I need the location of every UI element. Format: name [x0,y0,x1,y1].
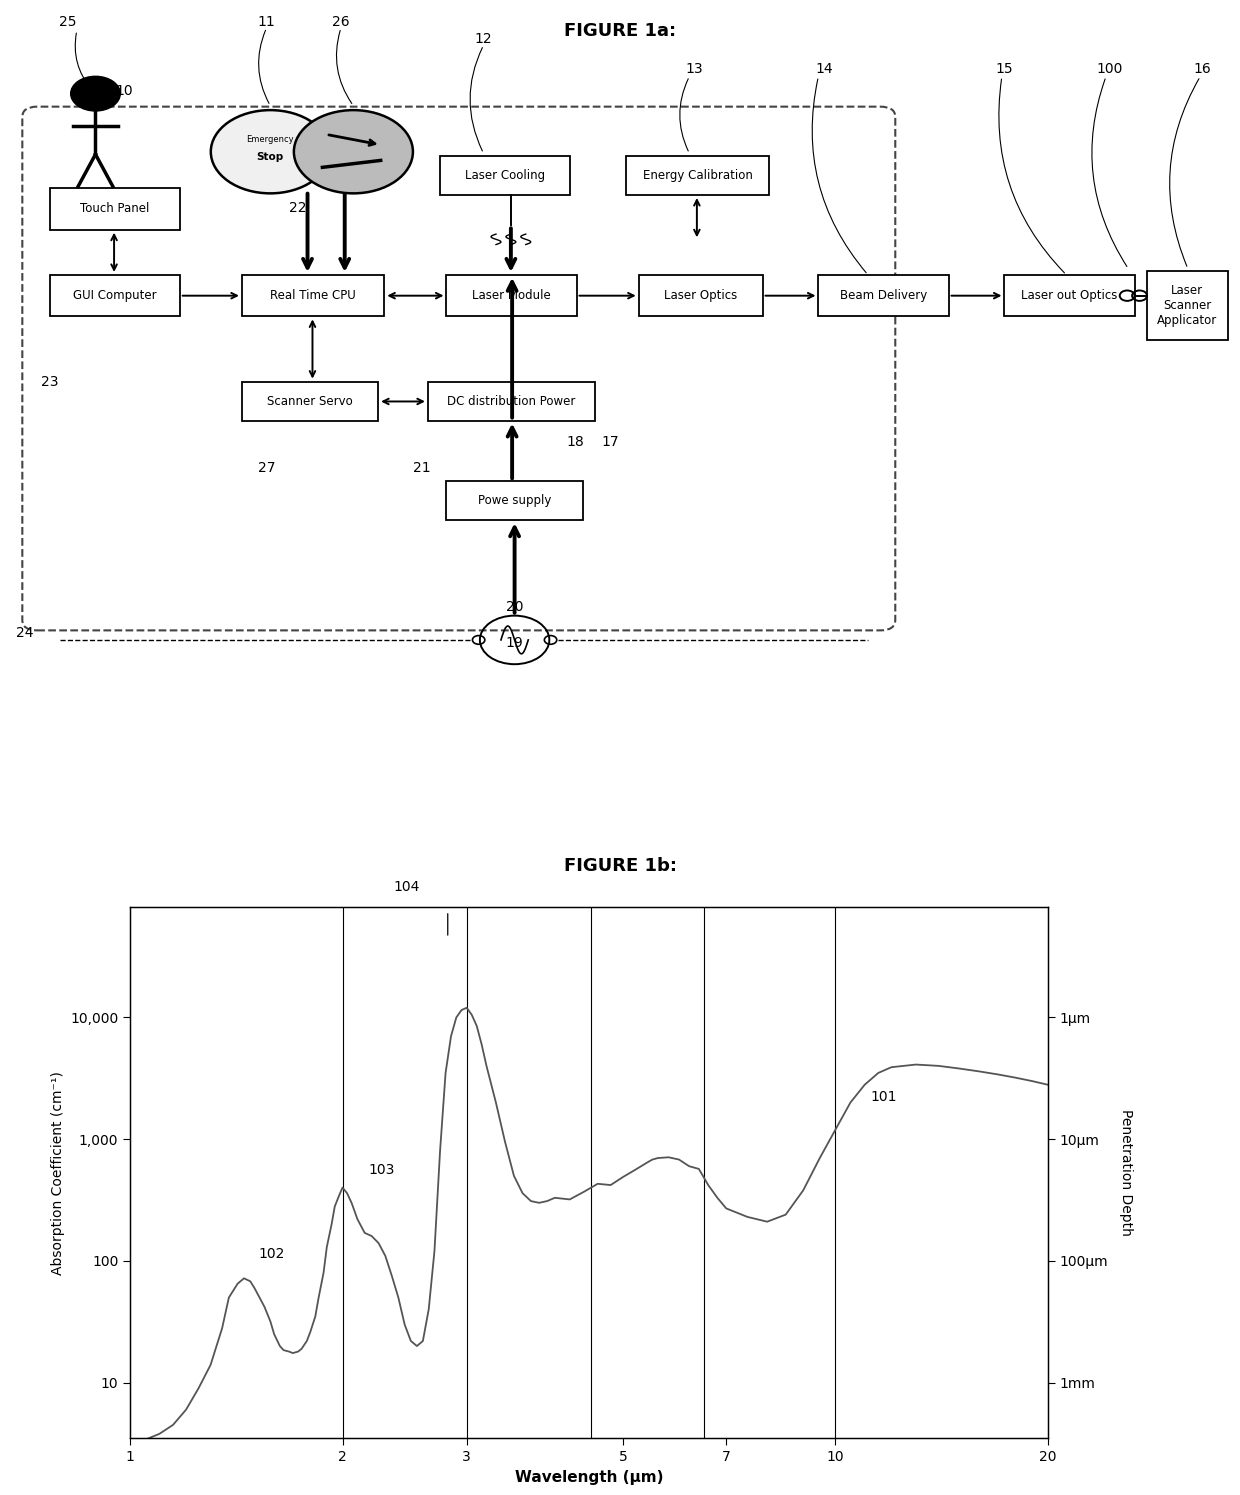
Text: 104: 104 [393,881,420,894]
FancyBboxPatch shape [446,275,577,317]
FancyBboxPatch shape [428,381,595,420]
Text: Scanner Servo: Scanner Servo [267,395,353,408]
Text: 18: 18 [567,435,584,448]
Text: 12: 12 [475,31,492,46]
Text: Laser
Scanner
Applicator: Laser Scanner Applicator [1157,284,1218,327]
Text: GUI Computer: GUI Computer [73,289,156,302]
Text: Laser Module: Laser Module [472,289,551,302]
Text: Beam Delivery: Beam Delivery [839,289,928,302]
Y-axis label: Absorption Coefficient (cm⁻¹): Absorption Coefficient (cm⁻¹) [51,1070,64,1275]
Text: 102: 102 [258,1247,285,1260]
Text: 17: 17 [601,435,619,448]
Text: 103: 103 [370,1163,396,1177]
Circle shape [211,111,330,193]
FancyBboxPatch shape [626,155,769,194]
Text: Laser Optics: Laser Optics [663,289,738,302]
FancyBboxPatch shape [1004,275,1135,317]
Text: 100: 100 [1096,63,1123,76]
Text: 22: 22 [289,202,306,215]
Text: 26: 26 [332,15,350,28]
Text: Powe supply: Powe supply [477,495,552,507]
FancyBboxPatch shape [242,381,378,420]
Text: FIGURE 1b:: FIGURE 1b: [563,857,677,875]
Text: Laser out Optics: Laser out Optics [1022,289,1117,302]
FancyBboxPatch shape [639,275,763,317]
Text: 15: 15 [996,63,1013,76]
Text: Energy Calibration: Energy Calibration [642,169,753,182]
Text: Stop: Stop [257,152,284,161]
Circle shape [71,76,120,111]
Text: Laser Cooling: Laser Cooling [465,169,546,182]
Text: 10: 10 [115,84,133,99]
Text: Emergency: Emergency [247,135,294,144]
Text: 27: 27 [258,462,275,475]
Text: 14: 14 [816,63,833,76]
Text: 23: 23 [41,375,58,389]
Text: 101: 101 [870,1090,897,1105]
Circle shape [294,111,413,193]
Y-axis label: Penetration Depth: Penetration Depth [1120,1109,1133,1236]
FancyBboxPatch shape [50,188,180,230]
FancyBboxPatch shape [446,481,583,520]
Text: 20: 20 [506,599,523,614]
Text: FIGURE 1a:: FIGURE 1a: [564,22,676,40]
FancyBboxPatch shape [1147,271,1228,339]
Text: 21: 21 [413,462,430,475]
Text: 11: 11 [258,15,275,28]
Text: 13: 13 [686,63,703,76]
Text: 19: 19 [506,637,523,650]
Text: 16: 16 [1194,63,1211,76]
FancyBboxPatch shape [242,275,384,317]
FancyBboxPatch shape [440,155,570,194]
Text: 25: 25 [60,15,77,28]
Text: 24: 24 [16,626,33,640]
Text: DC distribution Power: DC distribution Power [448,395,575,408]
Text: Touch Panel: Touch Panel [81,202,149,215]
Text: Real Time CPU: Real Time CPU [270,289,356,302]
FancyBboxPatch shape [50,275,180,317]
X-axis label: Wavelength (μm): Wavelength (μm) [515,1470,663,1485]
FancyBboxPatch shape [818,275,949,317]
